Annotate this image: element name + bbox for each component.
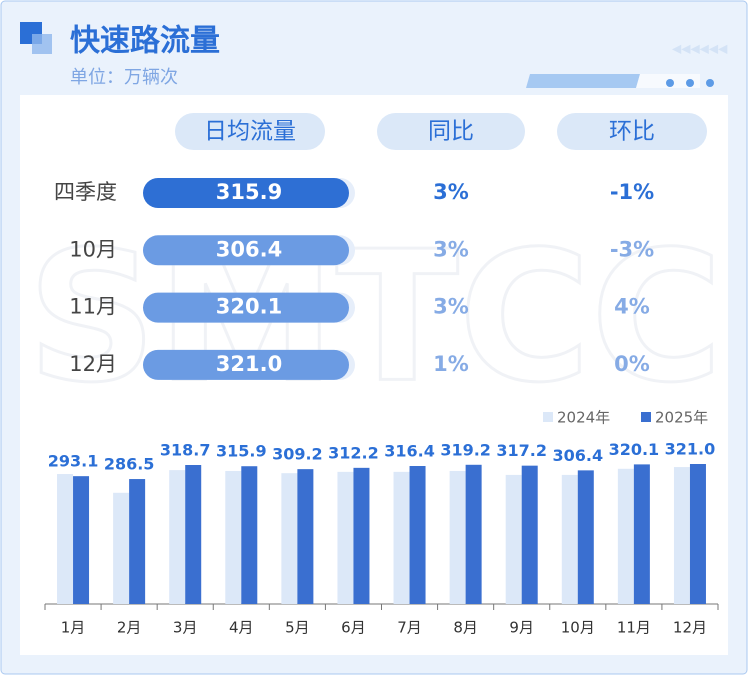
mom: -1% (610, 180, 654, 204)
bar (505, 474, 522, 604)
icon (32, 34, 52, 54)
daily-flow: 306.4 (216, 237, 282, 261)
bar (633, 464, 650, 604)
yoy: 3% (433, 295, 469, 319)
value-label: 317.2 (496, 441, 547, 460)
value-label: 315.9 (216, 442, 267, 461)
value-label: 321.0 (665, 440, 716, 459)
bar (297, 469, 314, 604)
column-header-bg (175, 113, 325, 150)
decoration: ◀◀◀◀◀◀ (526, 42, 728, 88)
watermark: SMTCC (27, 213, 723, 422)
bar (113, 492, 130, 604)
mom: 4% (614, 295, 650, 319)
bar (129, 479, 146, 604)
column-header: 同比 (428, 119, 474, 145)
pill (143, 349, 349, 380)
value-label: 286.5 (104, 455, 155, 474)
row-label: 11月 (69, 295, 117, 319)
row-label: 10月 (69, 237, 117, 261)
legend-swatch (641, 412, 651, 422)
x-tick-label: 5月 (285, 619, 310, 637)
value-label: 319.2 (440, 440, 491, 459)
x-tick-label: 8月 (453, 619, 478, 637)
bar (73, 476, 90, 604)
value-label: 318.7 (160, 441, 211, 460)
bar (673, 467, 690, 604)
daily-flow: 315.9 (216, 180, 282, 204)
pill (143, 235, 349, 266)
bar (393, 471, 410, 604)
mom: 0% (614, 352, 650, 376)
legend-label: 2025年 (655, 409, 708, 427)
daily-flow: 320.1 (216, 295, 282, 319)
x-tick-label: 10月 (561, 619, 595, 637)
bar (337, 471, 354, 604)
x-tick-label: 9月 (509, 619, 534, 637)
legend-swatch (543, 412, 553, 422)
bar (617, 468, 634, 604)
bar (241, 466, 258, 604)
column-header: 环比 (609, 119, 655, 145)
pill (143, 178, 349, 208)
bar (169, 470, 186, 604)
value-label: 316.4 (384, 442, 435, 461)
bar (281, 473, 298, 604)
column-header-bg (557, 113, 707, 150)
bar (561, 474, 578, 604)
value-label: 293.1 (48, 452, 99, 471)
x-tick-label: 7月 (397, 619, 422, 637)
bar (577, 470, 594, 604)
svg-text:◀◀◀◀◀◀: ◀◀◀◀◀◀ (672, 42, 728, 56)
daily-flow: 321.0 (216, 352, 282, 376)
value-label: 309.2 (272, 445, 323, 464)
legend-label: 2024年 (557, 409, 610, 427)
value-label: 306.4 (552, 446, 603, 465)
x-tick-label: 12月 (673, 619, 707, 637)
title: 快速路流量 (70, 24, 220, 59)
bar (449, 470, 466, 604)
row-label: 四季度 (54, 180, 117, 204)
x-tick-label: 2月 (117, 619, 142, 637)
bar (57, 474, 74, 604)
pill (143, 292, 349, 323)
x-tick-label: 1月 (61, 619, 86, 637)
mom: -3% (610, 237, 654, 261)
column-header-bg (377, 113, 525, 150)
x-tick-label: 4月 (229, 619, 254, 637)
x-tick-label: 3月 (173, 619, 198, 637)
x-tick-label: 6月 (341, 619, 366, 637)
bar (353, 467, 370, 604)
bar (225, 470, 242, 604)
bar (521, 465, 538, 604)
bar (185, 465, 202, 604)
unit: 单位：万辆次 (70, 67, 178, 88)
yoy: 3% (433, 237, 469, 261)
yoy: 1% (433, 352, 469, 376)
yoy: 3% (433, 180, 469, 204)
bar (409, 466, 426, 604)
value-label: 320.1 (609, 440, 660, 459)
column-header: 日均流量 (204, 119, 296, 145)
row-label: 12月 (69, 352, 117, 376)
bar (465, 464, 482, 604)
value-label: 312.2 (328, 443, 379, 462)
bar (689, 464, 706, 604)
x-tick-label: 11月 (617, 619, 651, 637)
